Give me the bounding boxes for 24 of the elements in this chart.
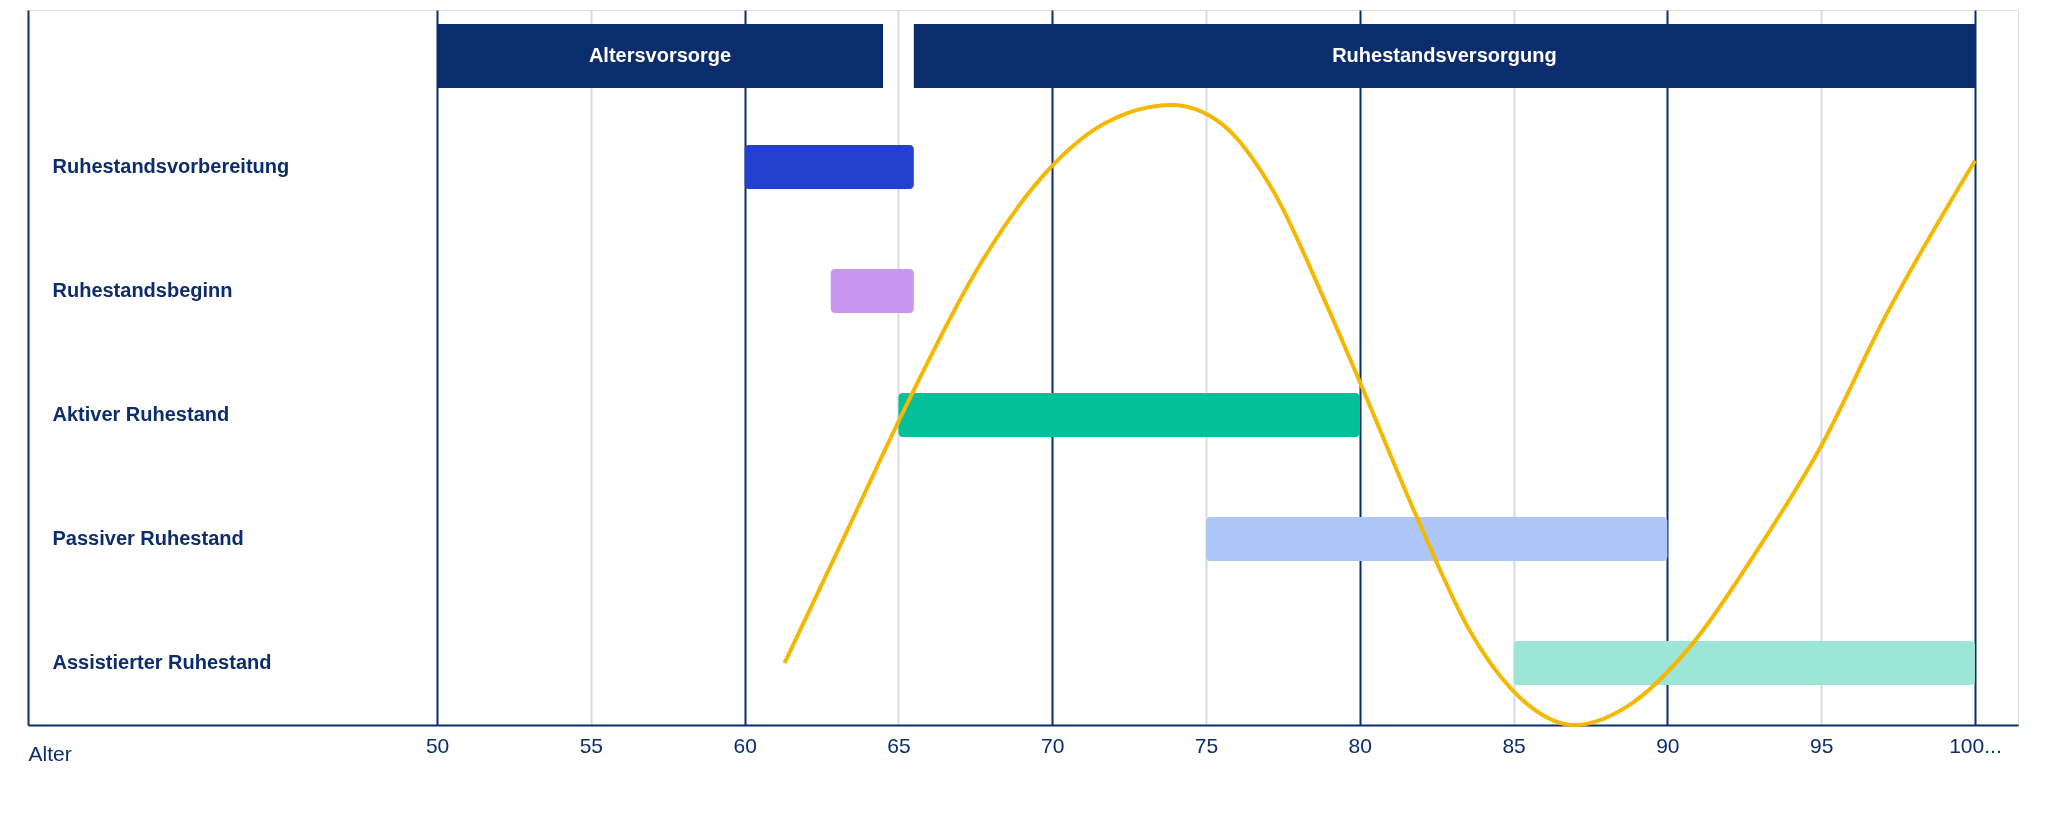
band-label: Altersvorsorge: [588, 44, 732, 66]
bar: [1206, 517, 1668, 561]
x-tick-label: 60: [733, 733, 757, 757]
y-tick-label: Ruhestandsbeginn: [52, 279, 233, 301]
y-tick-label: Assistierter Ruhestand: [52, 651, 272, 673]
x-tick-label: 70: [1041, 733, 1065, 757]
y-tick-label: Ruhestandsvorbereitung: [52, 155, 290, 177]
y-tick-label: Passiver Ruhestand: [52, 527, 244, 549]
band-label: Ruhestandsversorgung: [1332, 44, 1557, 66]
y-tick-label: Aktiver Ruhestand: [52, 403, 230, 425]
bar: [898, 393, 1360, 437]
x-tick-label: 85: [1502, 733, 1526, 757]
x-tick-label: 90: [1656, 733, 1680, 757]
x-tick-label: 65: [887, 733, 911, 757]
bar: [744, 145, 914, 189]
bar: [1513, 641, 1975, 685]
x-tick-label: 75: [1194, 733, 1219, 757]
x-axis-title: Alter: [28, 741, 72, 765]
x-tick-label: 50: [425, 733, 450, 757]
x-tick-label: 55: [579, 733, 604, 757]
x-tick-label: 100...: [1949, 733, 2002, 757]
x-tick-label: 80: [1348, 733, 1372, 757]
bar: [830, 269, 914, 313]
x-tick-label: 95: [1809, 733, 1834, 757]
